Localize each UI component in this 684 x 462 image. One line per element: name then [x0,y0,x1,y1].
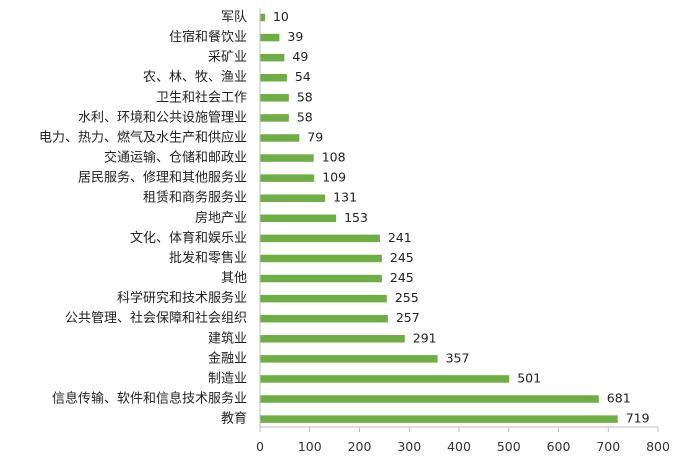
bar [260,33,280,42]
value-label: 109 [322,170,346,185]
bar [260,234,380,243]
value-label: 681 [607,391,631,406]
category-label: 采矿业 [208,50,247,65]
category-label: 制造业 [208,371,247,386]
bar [260,294,387,303]
bar [260,375,510,383]
bar [260,73,287,82]
x-tick-label: 400 [447,439,471,454]
category-label: 水利、环境和公共设施管理业 [78,110,247,125]
bar [260,13,265,22]
bar [260,154,314,162]
bar [260,114,289,122]
category-label: 电力、热力、燃气及水生产和供应业 [39,129,247,145]
bar [260,94,289,102]
value-labels: 10 39 49 54 58 58 79 108 109 131 153 241 245 245 255 25… [273,9,650,426]
value-label: 357 [446,350,470,365]
category-label: 农、林、牧、渔业 [143,70,247,85]
value-label: 501 [517,370,541,385]
bar [260,415,618,423]
value-label: 291 [413,330,437,345]
value-label: 131 [333,190,357,205]
bar [260,274,382,283]
category-label: 教育 [221,411,247,427]
bar [260,214,337,223]
bar [260,254,382,263]
x-tick-label: 0 [256,439,264,454]
x-tick-label: 600 [547,439,571,454]
value-label: 245 [390,270,414,285]
value-label: 241 [388,230,412,245]
category-label: 军队 [221,10,247,25]
category-label: 批发和零售业 [169,250,247,266]
category-label: 交通运输、仓储和邮政业 [104,150,247,166]
x-axis: 0 100 200 300 400 500 600 700 800 [256,8,670,454]
category-label: 居民服务、修理和其他服务业 [78,170,247,186]
category-label: 科学研究和技术服务业 [117,290,247,306]
category-label: 租赁和商务服务业 [143,190,247,206]
bars [260,13,618,423]
bar [260,314,388,323]
value-label: 245 [390,250,414,265]
category-label: 住宿和餐饮业 [169,29,247,45]
category-label: 建筑业 [208,330,247,346]
x-tick-label: 100 [298,439,322,454]
category-label: 房地产业 [195,210,247,226]
x-tick-label: 800 [646,439,670,454]
value-label: 153 [344,210,368,225]
value-label: 79 [307,129,323,144]
value-label: 58 [297,109,313,124]
value-label: 58 [297,89,313,104]
category-label: 其他 [221,271,247,286]
category-labels: 军队住宿和餐饮业采矿业农、林、牧、渔业卫生和社会工作水利、环境和公共设施管理业电… [39,10,247,427]
bar [260,194,326,202]
x-tick-label: 300 [397,439,421,454]
bar [260,395,599,403]
bar [260,174,315,182]
x-tick-label: 200 [348,439,372,454]
value-label: 10 [273,9,289,24]
category-label: 文化、体育和娱乐业 [130,230,247,246]
value-label: 719 [626,411,650,426]
value-label: 54 [295,69,311,84]
category-label: 卫生和社会工作 [156,89,247,105]
value-label: 255 [395,290,419,305]
x-tick-label: 500 [497,439,521,454]
value-label: 257 [396,310,420,325]
value-label: 108 [322,150,346,165]
value-label: 39 [287,29,303,44]
bar [260,134,300,142]
category-label: 金融业 [208,350,247,366]
bar [260,355,438,363]
bar [260,53,285,62]
category-label: 信息传输、软件和信息技术服务业 [52,391,247,407]
x-tick-label: 700 [596,439,620,454]
value-label: 49 [292,49,308,64]
category-label: 公共管理、社会保障和社会组织 [65,310,247,326]
bar [260,335,405,343]
